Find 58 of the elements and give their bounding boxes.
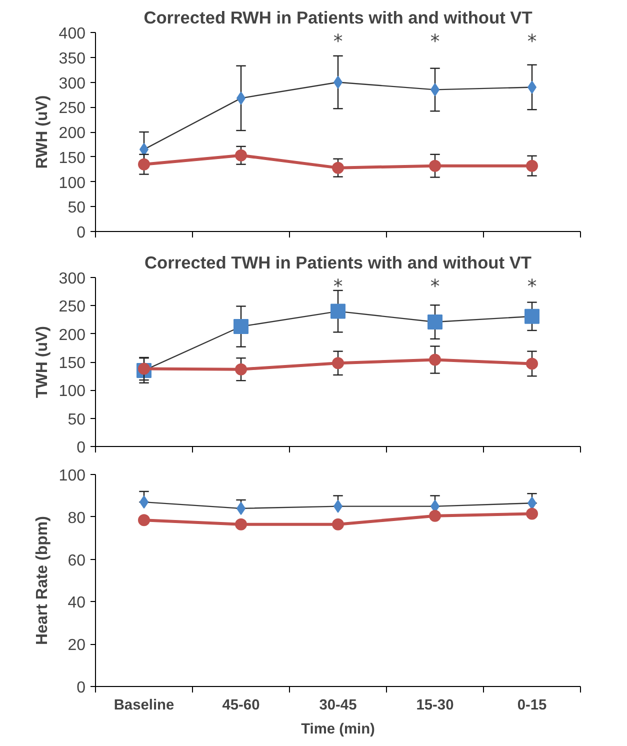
y-tick-label: 300 <box>58 270 86 288</box>
point <box>332 518 344 530</box>
y-axis-title: RWH (uV) <box>34 95 51 169</box>
annotation: * <box>527 32 537 52</box>
y-tick-label: 50 <box>68 411 86 428</box>
point <box>526 508 538 520</box>
point <box>234 319 248 334</box>
annotation: * <box>333 276 343 298</box>
y-tick-label: 60 <box>68 552 86 570</box>
y-tick-label: 150 <box>58 150 86 167</box>
y-tick-label: 250 <box>58 100 86 118</box>
point <box>332 162 344 174</box>
point <box>332 357 344 370</box>
y-tick-label: 200 <box>58 125 86 142</box>
annotation: * <box>430 32 440 52</box>
point <box>429 510 441 522</box>
point <box>235 149 247 162</box>
y-tick-label: 0 <box>76 224 86 242</box>
y-tick-label: 100 <box>58 383 86 400</box>
y-tick-label: 200 <box>58 326 86 344</box>
x-tick-label: 45-60 <box>222 698 260 714</box>
y-axis-title: TWH (uV) <box>34 326 51 398</box>
y-tick-label: 0 <box>76 680 86 696</box>
y-tick-label: 400 <box>58 26 86 42</box>
chart-title: Corrected TWH in Patients with and without VT <box>144 252 532 272</box>
y-tick-label: 300 <box>58 75 86 92</box>
y-tick-label: 20 <box>68 637 86 654</box>
point <box>524 308 540 324</box>
x-axis-title: Time (min) <box>301 722 376 738</box>
point <box>526 160 538 172</box>
y-tick-label: 80 <box>68 510 86 527</box>
chart-title: Corrected RWH in Patients with and without VT <box>144 8 533 28</box>
point <box>138 158 150 170</box>
y-tick-label: 100 <box>58 174 86 192</box>
x-tick-label: 15-30 <box>416 698 454 714</box>
point <box>429 354 441 366</box>
y-tick-label: 100 <box>58 468 86 484</box>
annotation: * <box>527 276 537 298</box>
point <box>428 314 442 330</box>
y-tick-label: 50 <box>68 200 86 217</box>
point <box>429 160 441 172</box>
x-tick-label: 0-15 <box>517 698 547 714</box>
point <box>138 514 150 526</box>
y-tick-label: 0 <box>76 440 86 456</box>
y-tick-label: 350 <box>58 50 86 68</box>
point <box>235 363 247 376</box>
point <box>138 362 150 375</box>
annotation: * <box>333 32 343 52</box>
point <box>330 304 346 319</box>
x-tick-label: 30-45 <box>319 698 357 714</box>
point <box>235 518 247 530</box>
y-tick-label: 150 <box>58 355 86 372</box>
point <box>526 358 538 370</box>
annotation: * <box>430 276 440 298</box>
y-tick-label: 250 <box>58 298 86 316</box>
x-tick-label: Baseline <box>114 698 174 714</box>
y-axis-title: Heart Rate (bpm) <box>34 516 51 645</box>
y-tick-label: 40 <box>68 594 86 612</box>
